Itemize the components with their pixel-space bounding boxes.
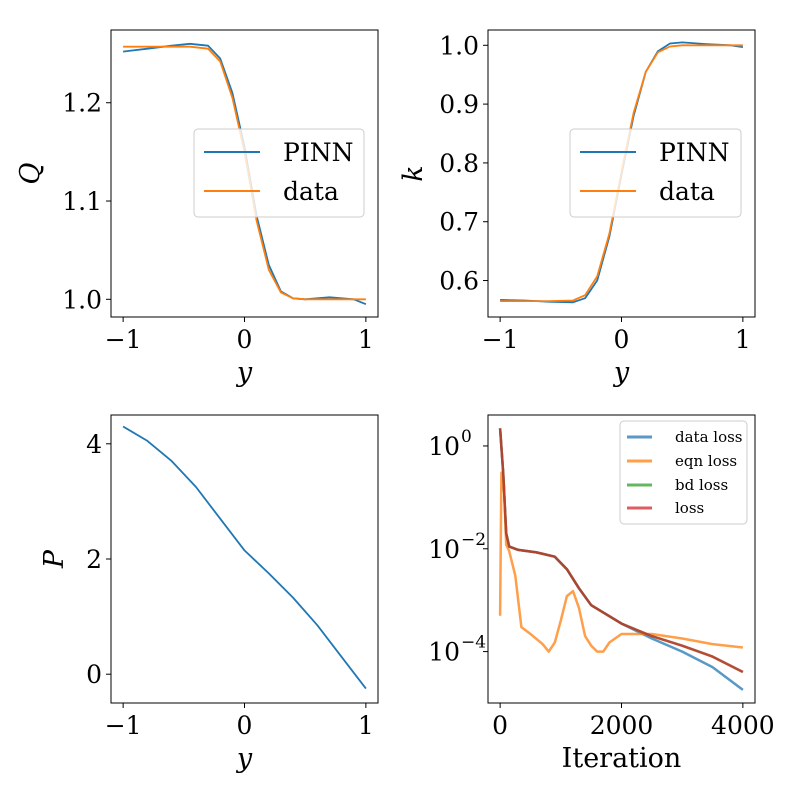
y-axis-label: P — [39, 549, 70, 569]
x-tick-label: 1 — [735, 325, 751, 354]
x-tick-label: 4000 — [711, 711, 775, 740]
legend-label: data — [659, 177, 715, 206]
series-line-eqn-loss — [498, 471, 744, 653]
x-tick-label: 1 — [358, 325, 374, 354]
legend-label: eqn loss — [675, 452, 737, 470]
legend: PINN data — [569, 128, 742, 218]
y-tick-label: 0.7 — [439, 208, 479, 237]
legend-label: PINN — [283, 138, 353, 167]
y-tick-exponent: −2 — [461, 530, 486, 550]
y-tick-label: 1.0 — [439, 31, 479, 60]
axes-frame — [110, 414, 379, 704]
series-line-loss — [498, 428, 744, 674]
y-tick-label: 0.6 — [439, 267, 479, 296]
legend-label: data loss — [675, 428, 743, 446]
y-tick-exponent: −4 — [461, 633, 486, 653]
y-axis-label: Q — [15, 162, 46, 184]
x-axis-label: Iteration — [562, 743, 682, 774]
y-tick-exponent: 0 — [461, 427, 472, 447]
legend-label: loss — [675, 499, 704, 517]
x-axis-label: y — [236, 357, 253, 388]
y-tick-label: 2 — [86, 545, 102, 574]
legend-box — [619, 420, 748, 525]
legend-label: bd loss — [675, 476, 728, 494]
panel-top-right: −1 0 1 0.6 0.7 0.8 0.9 1.0 y k PINN data — [398, 29, 756, 388]
y-tick-label: 4 — [86, 430, 102, 459]
x-tick-label: −1 — [482, 325, 519, 354]
y-tick-label: 10 — [428, 535, 460, 564]
x-tick-label: 2000 — [590, 711, 654, 740]
y-tick-label: 0.9 — [439, 90, 479, 119]
panel-top-left: −1 0 1 1.0 1.1 1.2 y Q PINN data — [15, 29, 379, 388]
y-tick-label: 1.2 — [62, 89, 102, 118]
legend-label: PINN — [659, 138, 729, 167]
series-line-P — [122, 425, 367, 690]
x-tick-label: 0 — [237, 711, 253, 740]
y-tick-label: 0 — [86, 660, 102, 689]
y-tick-label: 1.1 — [62, 187, 102, 216]
x-tick-label: 0 — [237, 325, 253, 354]
legend-label: data — [283, 177, 339, 206]
x-tick-label: 0 — [492, 711, 508, 740]
legend: data loss eqn loss bd loss loss — [619, 420, 748, 525]
x-tick-label: −1 — [105, 711, 142, 740]
y-tick-label: 10 — [428, 432, 460, 461]
x-axis-label: y — [236, 743, 253, 774]
y-axis-label: k — [398, 165, 429, 181]
y-tick-label: 10 — [428, 638, 460, 667]
legend: PINN data — [193, 128, 365, 218]
y-tick-label: 1.0 — [62, 285, 102, 314]
y-tick-label: 0.8 — [439, 149, 479, 178]
x-tick-label: −1 — [105, 325, 142, 354]
x-tick-label: 1 — [358, 711, 374, 740]
x-axis-label: y — [613, 357, 630, 388]
x-tick-label: 0 — [614, 325, 630, 354]
